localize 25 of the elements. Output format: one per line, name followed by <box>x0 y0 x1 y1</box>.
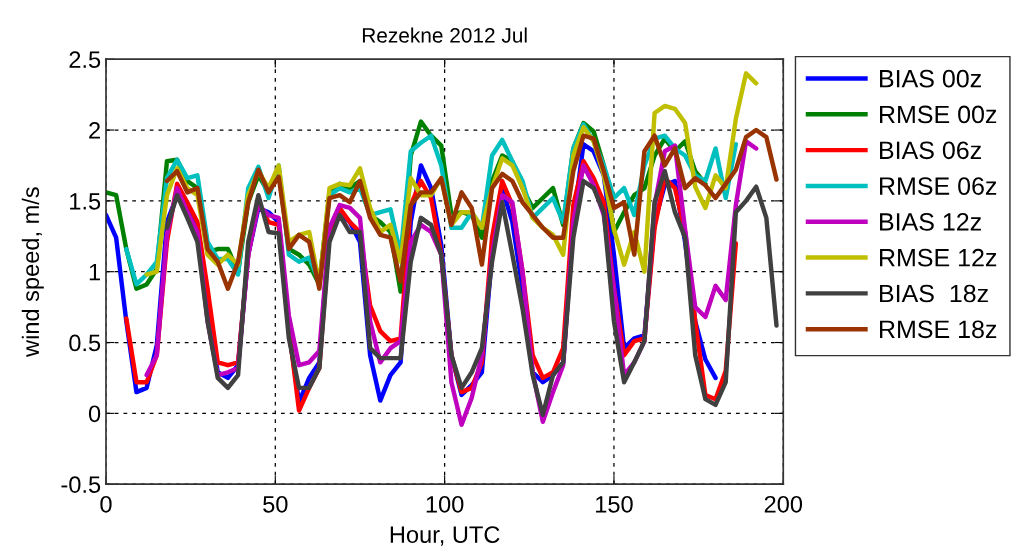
legend-label: RMSE 06z <box>880 177 997 195</box>
y-tick-label: 0.5 <box>69 334 101 352</box>
y-axis-title: wind speed, m/s <box>21 187 44 358</box>
x-tick-label: 150 <box>596 495 633 513</box>
legend-label: BIAS 06z <box>880 141 981 160</box>
x-tick-label: 50 <box>263 495 288 513</box>
line-series <box>164 127 779 291</box>
y-tick-label: 2 <box>89 122 100 139</box>
legend-label: BIAS 12z <box>880 213 981 231</box>
y-tick-label: -0.5 <box>61 476 101 493</box>
x-tick-label: 0 <box>100 495 112 513</box>
legend-label: RMSE 18z <box>880 320 997 339</box>
legend-label: BIAS 00z <box>880 69 981 88</box>
y-tick-label: 1 <box>89 264 100 281</box>
legend-label: RMSE 00z <box>880 105 997 124</box>
line-series <box>164 168 779 417</box>
y-tick-label: 1.5 <box>70 193 101 210</box>
legend-label: RMSE 12z <box>880 248 997 267</box>
legend-label: BIAS 18z <box>880 284 988 303</box>
x-axis-title: Hour, UTC <box>390 526 500 546</box>
y-tick-label: 0 <box>88 405 101 423</box>
x-tick-label: 100 <box>426 495 464 513</box>
chart-title: Rezekne 2012 Jul <box>362 27 527 43</box>
y-tick-label: 2.5 <box>69 51 101 68</box>
x-tick-label: 200 <box>764 495 803 513</box>
